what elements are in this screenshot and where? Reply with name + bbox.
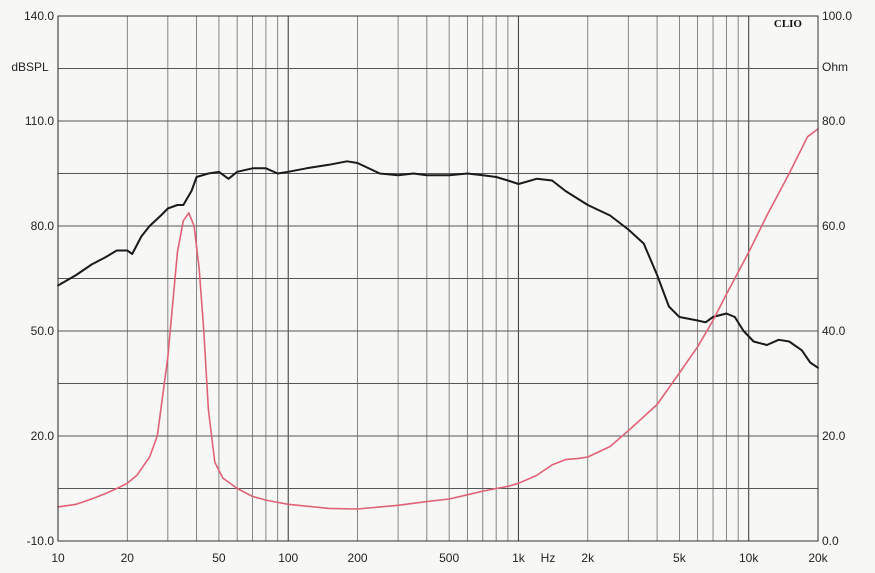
x-tick-label: 20	[121, 551, 135, 565]
x-tick-label: 5k	[673, 551, 687, 565]
x-tick-label: 20k	[808, 551, 828, 565]
left-axis-unit: dBSPL	[11, 60, 49, 74]
y-right-tick-label: 100.0	[822, 9, 852, 23]
series-layer	[57, 128, 819, 510]
y-right-tick-label: 40.0	[822, 324, 846, 338]
brand-logo: CLIO	[774, 18, 803, 30]
x-tick-label: 10k	[739, 551, 759, 565]
y-left-tick-label: 20.0	[31, 429, 55, 443]
y-left-tick-label: 140.0	[24, 9, 54, 23]
y-left-tick-label: 110.0	[25, 114, 54, 128]
y-right-tick-label: 0.0	[822, 534, 839, 548]
impedance-curve	[57, 128, 819, 510]
plot-frame	[57, 15, 819, 542]
x-tick-label: 200	[348, 551, 368, 565]
x-tick-label: 1k	[512, 551, 526, 565]
x-tick-label: 100	[278, 551, 298, 565]
y-right-tick-label: 20.0	[822, 429, 846, 443]
x-axis-unit: Hz	[541, 551, 556, 565]
y-left-tick-label: 80.0	[31, 219, 55, 233]
labels: dBSPL Ohm Hz CLIO 10 20 50 100 200 500 1k 2k 5k 1…	[11, 9, 852, 565]
y-left-tick-label: -10.0	[27, 534, 55, 548]
x-tick-label: 500	[439, 551, 459, 565]
y-left-tick-label: 50.0	[31, 324, 55, 338]
grid	[57, 15, 819, 542]
y-right-tick-label: 60.0	[822, 219, 846, 233]
x-tick-label: 2k	[581, 551, 595, 565]
y-right-tick-label: 80.0	[822, 114, 846, 128]
right-axis-unit: Ohm	[822, 60, 848, 74]
x-tick-label: 50	[212, 551, 226, 565]
x-tick-label: 10	[51, 551, 65, 565]
